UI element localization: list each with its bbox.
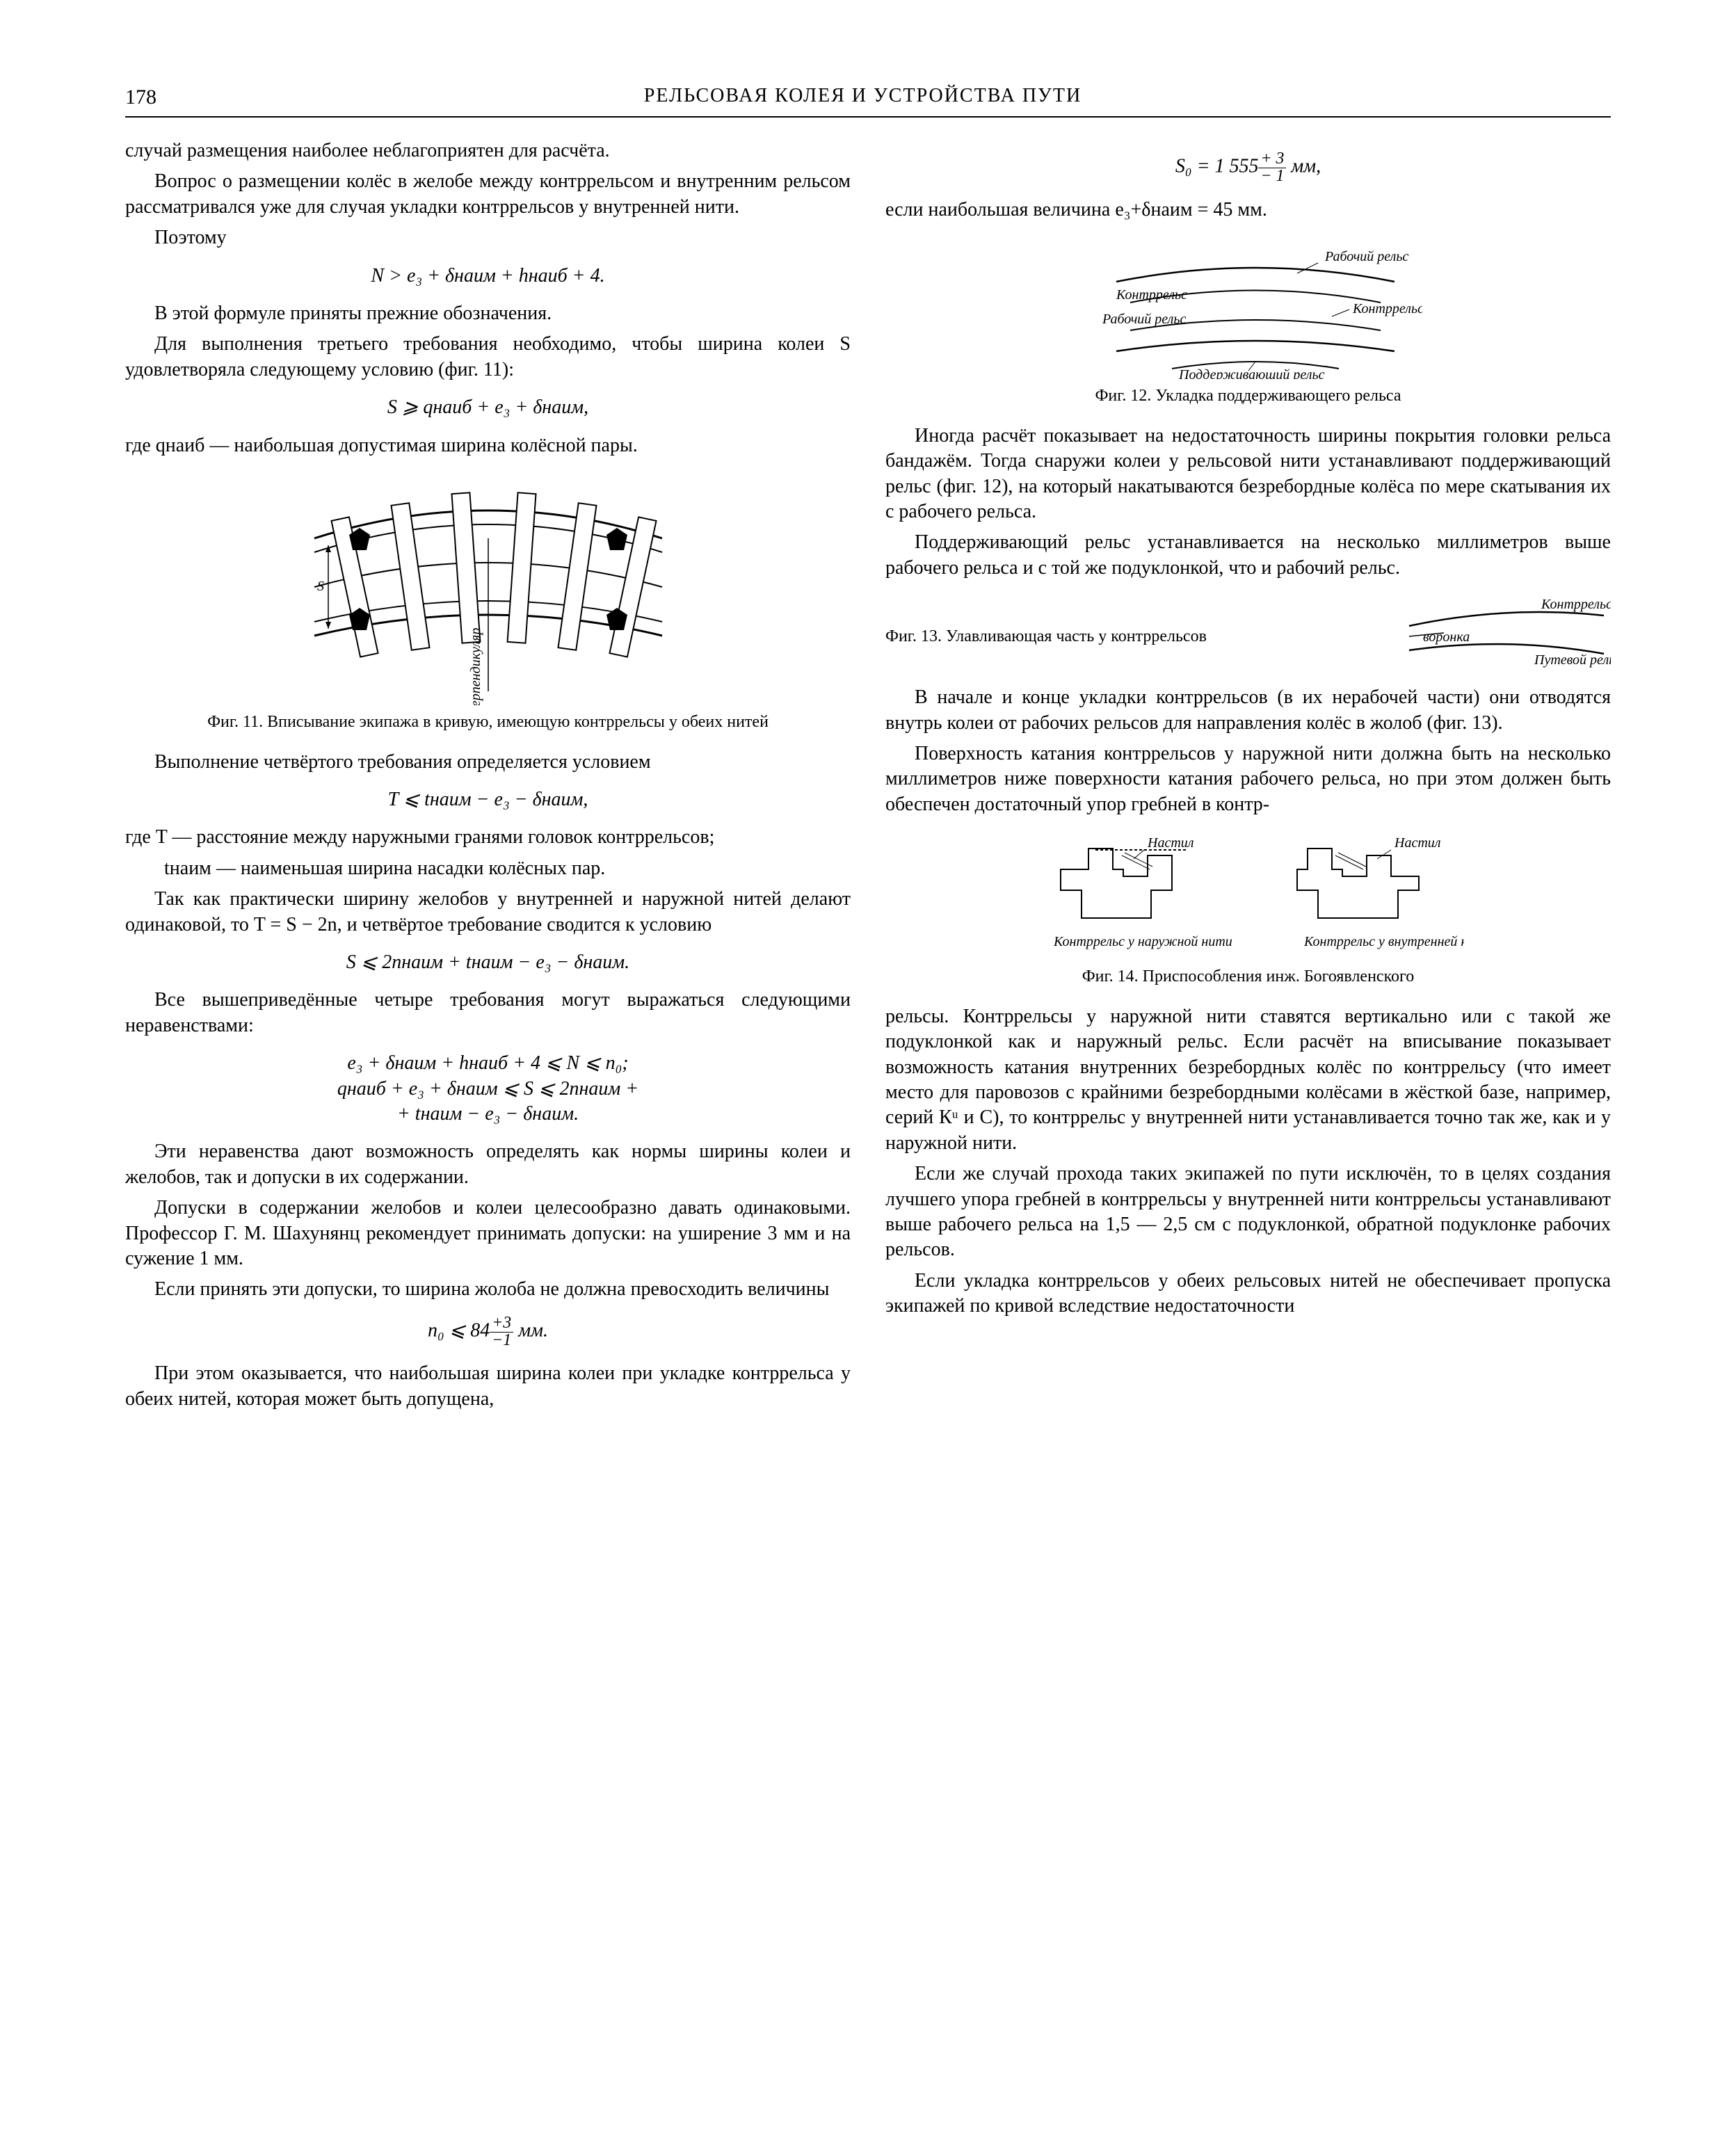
paragraph: Для выполнения третьего требования необх… xyxy=(125,332,851,383)
figure-13: Фиг. 13. Улавливающая часть у контррельс… xyxy=(885,598,1611,668)
paragraph: где T — расстояние между наружными граня… xyxy=(125,825,851,850)
fig13-svg: Контррельс воронка Путевой рельс xyxy=(1402,598,1611,668)
paragraph: В начале и конце укладки контррельсов (в… xyxy=(885,685,1611,736)
paragraph: если наибольшая величина e₃+δнаим = 45 м… xyxy=(885,198,1611,223)
paragraph: Поддерживающий рельс устанавливается на … xyxy=(885,530,1611,581)
page-number: 178 xyxy=(125,83,156,111)
formula-unit: мм. xyxy=(513,1319,548,1341)
svg-text:воронка: воронка xyxy=(1423,629,1470,645)
formula-base: n₀ ⩽ 84 xyxy=(428,1319,490,1341)
formula-line: + tнаим − e₃ − δнаим. xyxy=(397,1103,579,1125)
paragraph: где qнаиб — наибольшая допустимая ширина… xyxy=(125,433,851,458)
paragraph: Все вышеприведённые четыре требования мо… xyxy=(125,988,851,1038)
svg-text:Рабочий рельс: Рабочий рельс xyxy=(1102,312,1186,327)
figure-14: Настил Настил Контррельс у наружной нити… xyxy=(885,835,1611,987)
paragraph: Допуски в содержании желобов и колеи цел… xyxy=(125,1196,851,1271)
figure-11: S Радиус – перпендикуляр Фиг. 11. Вписыв… xyxy=(125,476,851,732)
paragraph: рельсы. Контррельсы у наружной нити став… xyxy=(885,1004,1611,1156)
left-column: случай размещения наиболее неблагоприяте… xyxy=(125,138,851,1417)
fig13-caption: Фиг. 13. Улавливающая часть у контррельс… xyxy=(885,627,1388,647)
formula-bot: −1 xyxy=(490,1333,513,1349)
formula-base: S₀ = 1 555 xyxy=(1175,156,1259,177)
formula: S ⩽ 2nнаим + tнаим − e₃ − δнаим. xyxy=(125,950,851,975)
svg-text:Контррельс у наружной нити: Контррельс у наружной нити xyxy=(1053,934,1232,949)
svg-text:Поддерживающий рельс: Поддерживающий рельс xyxy=(1178,367,1325,379)
svg-text:Настил: Настил xyxy=(1394,835,1441,851)
paragraph: Если укладка контррельсов у обеих рельсо… xyxy=(885,1269,1611,1319)
paragraph: Поверхность катания контррельсов у наруж… xyxy=(885,741,1611,817)
formula-bot: − 1 xyxy=(1258,168,1286,185)
paragraph: Если принять эти допуски, то ширина жоло… xyxy=(125,1277,851,1302)
paragraph: Иногда расчёт показывает на недостаточно… xyxy=(885,424,1611,525)
formula: T ⩽ tнаим − e₃ − δнаим, xyxy=(125,787,851,812)
fig14-caption: Фиг. 14. Приспособления инж. Богоявленск… xyxy=(885,967,1611,987)
svg-text:Контррельс у внутренней нити: Контррельс у внутренней нити xyxy=(1303,934,1464,949)
two-column-layout: случай размещения наиболее неблагоприяте… xyxy=(125,138,1611,1417)
figure-12: Рабочий рельс Контррельс Контррельс Рабо… xyxy=(885,240,1611,406)
paragraph: Так как практически ширину желобов у вну… xyxy=(125,887,851,938)
paragraph: При этом оказывается, что наибольшая шир… xyxy=(125,1361,851,1412)
page-title: РЕЛЬСОВАЯ КОЛЕЯ И УСТРОЙСТВА ПУТИ xyxy=(644,83,1082,111)
fig12-caption: Фиг. 12. Укладка поддерживающего рельса xyxy=(885,386,1611,406)
paragraph: Выполнение четвёртого требования определ… xyxy=(125,750,851,775)
svg-text:Настил: Настил xyxy=(1147,835,1194,851)
svg-text:Путевой рельс: Путевой рельс xyxy=(1534,652,1611,668)
fig11-svg: S Радиус – перпендикуляр xyxy=(307,476,669,705)
formula-top: + 3 xyxy=(1258,151,1286,168)
svg-text:Контррельс: Контррельс xyxy=(1352,301,1422,316)
formula: S₀ = 1 555+ 3− 1 мм, xyxy=(885,151,1611,185)
formula-unit: мм, xyxy=(1286,156,1321,177)
fig12-svg: Рабочий рельс Контррельс Контррельс Рабо… xyxy=(1075,240,1422,379)
formula-line: e₃ + δнаим + hнаиб + 4 ⩽ N ⩽ n₀; xyxy=(347,1052,628,1074)
formula: S ⩾ qнаиб + e₃ + δнаим, xyxy=(125,395,851,420)
svg-text:Радиус – перпендикуляр: Радиус – перпендикуляр xyxy=(468,627,483,705)
paragraph: В этой формуле приняты прежние обозначен… xyxy=(125,301,851,326)
paragraph: случай размещения наиболее неблагоприяте… xyxy=(125,138,851,163)
formula-top: +3 xyxy=(490,1315,513,1333)
paragraph: Эти неравенства дают возможность определ… xyxy=(125,1139,851,1190)
paragraph: Поэтому xyxy=(125,225,851,250)
formula: N > e₃ + δнаим + hнаиб + 4. xyxy=(125,264,851,289)
page-header: 178 РЕЛЬСОВАЯ КОЛЕЯ И УСТРОЙСТВА ПУТИ xyxy=(125,83,1611,118)
formula-line: qнаиб + e₃ + δнаим ⩽ S ⩽ 2nнаим + xyxy=(337,1078,638,1100)
right-column: S₀ = 1 555+ 3− 1 мм, если наибольшая вел… xyxy=(885,138,1611,1417)
svg-text:Контррельс: Контррельс xyxy=(1116,287,1187,303)
formula: n₀ ⩽ 84+3−1 мм. xyxy=(125,1315,851,1349)
svg-text:Рабочий рельс: Рабочий рельс xyxy=(1324,249,1408,264)
paragraph: Если же случай прохода таких экипажей по… xyxy=(885,1161,1611,1263)
fig14-svg: Настил Настил Контррельс у наружной нити… xyxy=(1033,835,1464,960)
paragraph: Вопрос о размещении колёс в желобе между… xyxy=(125,169,851,220)
svg-text:S: S xyxy=(317,579,324,594)
formula-block: e₃ + δнаим + hнаиб + 4 ⩽ N ⩽ n₀; qнаиб +… xyxy=(125,1051,851,1127)
svg-text:Контррельс: Контррельс xyxy=(1541,598,1611,612)
paragraph: tнаим — наименьшая ширина насадки колёсн… xyxy=(125,856,851,881)
fig11-caption: Фиг. 11. Вписывание экипажа в кривую, им… xyxy=(125,712,851,732)
